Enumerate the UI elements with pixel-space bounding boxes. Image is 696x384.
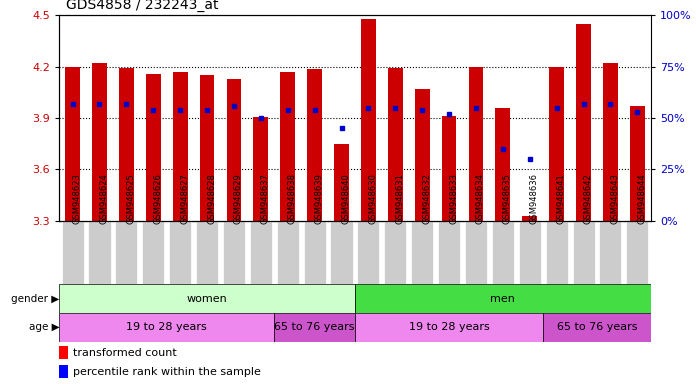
Bar bbox=[280, 72, 295, 221]
Bar bbox=[59, 284, 355, 313]
Text: GSM948632: GSM948632 bbox=[422, 173, 432, 224]
Text: women: women bbox=[187, 293, 228, 304]
Bar bbox=[388, 68, 403, 221]
Text: GSM948630: GSM948630 bbox=[368, 173, 377, 224]
Bar bbox=[146, 74, 161, 221]
Text: GSM948626: GSM948626 bbox=[153, 173, 162, 224]
Text: transformed count: transformed count bbox=[73, 348, 177, 358]
Bar bbox=[361, 19, 376, 221]
Bar bbox=[88, 221, 111, 284]
Bar bbox=[519, 221, 541, 284]
Text: GDS4858 / 232243_at: GDS4858 / 232243_at bbox=[66, 0, 219, 12]
Bar bbox=[253, 117, 268, 221]
Text: GSM948639: GSM948639 bbox=[315, 173, 324, 224]
Bar bbox=[357, 221, 379, 284]
Text: GSM948624: GSM948624 bbox=[100, 173, 109, 224]
Bar bbox=[415, 89, 429, 221]
Bar bbox=[599, 221, 622, 284]
Bar bbox=[307, 69, 322, 221]
Bar bbox=[546, 221, 568, 284]
Text: GSM948623: GSM948623 bbox=[72, 173, 81, 224]
Text: GSM948625: GSM948625 bbox=[127, 173, 136, 224]
Text: GSM948627: GSM948627 bbox=[180, 173, 189, 224]
Bar bbox=[277, 221, 299, 284]
Text: GSM948642: GSM948642 bbox=[583, 173, 592, 224]
Bar bbox=[576, 24, 591, 221]
Text: GSM948629: GSM948629 bbox=[234, 173, 243, 224]
Bar bbox=[173, 72, 187, 221]
Bar bbox=[626, 221, 649, 284]
Bar bbox=[492, 221, 514, 284]
Bar bbox=[92, 63, 107, 221]
Text: GSM948641: GSM948641 bbox=[557, 173, 566, 224]
Text: age ▶: age ▶ bbox=[29, 322, 59, 333]
Text: GSM948635: GSM948635 bbox=[503, 173, 512, 224]
Text: GSM948631: GSM948631 bbox=[395, 173, 404, 224]
Bar bbox=[59, 313, 274, 342]
Bar bbox=[549, 67, 564, 221]
Bar bbox=[468, 67, 483, 221]
Bar bbox=[142, 221, 164, 284]
Bar bbox=[119, 68, 134, 221]
Bar bbox=[227, 79, 242, 221]
Text: GSM948637: GSM948637 bbox=[261, 173, 270, 224]
Bar bbox=[59, 346, 68, 359]
Bar bbox=[465, 221, 487, 284]
Text: 65 to 76 years: 65 to 76 years bbox=[274, 322, 355, 333]
Bar bbox=[438, 221, 460, 284]
Bar bbox=[630, 106, 644, 221]
Text: GSM948643: GSM948643 bbox=[610, 173, 619, 224]
Bar bbox=[442, 116, 457, 221]
Bar bbox=[543, 313, 651, 342]
Bar bbox=[334, 144, 349, 221]
Bar bbox=[523, 216, 537, 221]
Bar bbox=[59, 365, 68, 378]
Text: GSM948628: GSM948628 bbox=[207, 173, 216, 224]
Bar bbox=[496, 108, 510, 221]
Bar bbox=[411, 221, 433, 284]
Bar bbox=[169, 221, 191, 284]
Text: GSM948638: GSM948638 bbox=[287, 173, 296, 224]
Text: gender ▶: gender ▶ bbox=[11, 293, 59, 304]
Text: percentile rank within the sample: percentile rank within the sample bbox=[73, 367, 261, 377]
Bar bbox=[331, 221, 353, 284]
Text: GSM948634: GSM948634 bbox=[476, 173, 485, 224]
Text: GSM948633: GSM948633 bbox=[449, 173, 458, 224]
Text: GSM948644: GSM948644 bbox=[638, 173, 647, 224]
Text: men: men bbox=[491, 293, 515, 304]
Text: GSM948640: GSM948640 bbox=[342, 173, 351, 224]
Bar bbox=[250, 221, 272, 284]
Text: 65 to 76 years: 65 to 76 years bbox=[557, 322, 638, 333]
Bar bbox=[116, 221, 137, 284]
Bar bbox=[603, 63, 618, 221]
Bar bbox=[274, 313, 355, 342]
Bar bbox=[196, 221, 218, 284]
Bar bbox=[384, 221, 406, 284]
Text: 19 to 28 years: 19 to 28 years bbox=[409, 322, 489, 333]
Bar bbox=[223, 221, 245, 284]
Text: GSM948636: GSM948636 bbox=[530, 173, 539, 224]
Bar bbox=[65, 67, 80, 221]
Bar bbox=[355, 284, 651, 313]
Bar bbox=[355, 313, 543, 342]
Bar bbox=[573, 221, 594, 284]
Bar bbox=[200, 75, 214, 221]
Text: 19 to 28 years: 19 to 28 years bbox=[127, 322, 207, 333]
Bar bbox=[61, 221, 84, 284]
Bar bbox=[303, 221, 326, 284]
